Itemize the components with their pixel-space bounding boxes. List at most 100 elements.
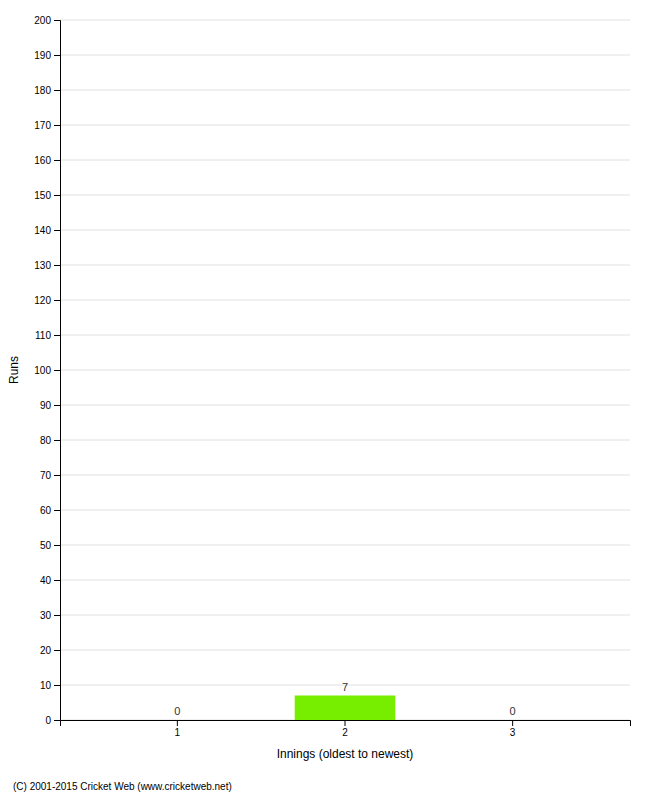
grid-line: [60, 510, 630, 511]
x-tick-label: 2: [342, 727, 348, 738]
grid-line: [60, 580, 630, 581]
grid-line: [60, 650, 630, 651]
y-tick-label: 150: [34, 190, 51, 201]
y-tick-mark: [54, 265, 60, 266]
grid-line: [60, 475, 630, 476]
y-tick-label: 130: [34, 260, 51, 271]
y-tick-label: 0: [45, 715, 51, 726]
y-tick-mark: [54, 650, 60, 651]
plot: 1230102030405060708090100110120130140150…: [7, 15, 631, 761]
y-tick-mark: [54, 545, 60, 546]
y-tick-mark: [54, 405, 60, 406]
y-tick-mark: [54, 160, 60, 161]
marks: [295, 696, 396, 721]
y-tick: 120: [34, 295, 60, 306]
y-tick: 80: [40, 435, 60, 446]
data-label: 0: [174, 705, 180, 717]
y-tick: 90: [40, 400, 60, 411]
y-tick: 200: [34, 15, 60, 26]
y-tick-label: 140: [34, 225, 51, 236]
x-tick-mark: [177, 720, 178, 726]
grid-line: [60, 615, 630, 616]
y-tick: 60: [40, 505, 60, 516]
y-tick-mark: [54, 440, 60, 441]
y-tick-mark: [54, 370, 60, 371]
x-axis-line: [61, 721, 631, 727]
y-tick-mark: [54, 475, 60, 476]
y-tick-label: 160: [34, 155, 51, 166]
grid-line: [60, 125, 630, 126]
x-tick: 2: [342, 720, 348, 738]
y-tick-label: 30: [40, 610, 52, 621]
y-tick-mark: [54, 230, 60, 231]
y-tick-mark: [54, 125, 60, 126]
y-tick: 40: [40, 575, 60, 586]
grid-line: [60, 405, 630, 406]
x-tick-mark: [345, 720, 346, 726]
y-tick-label: 80: [40, 435, 52, 446]
bar: [295, 696, 396, 721]
y-tick: 110: [35, 330, 60, 341]
x-tick-mark: [512, 720, 513, 726]
y-tick-label: 10: [40, 680, 52, 691]
grid-line: [60, 55, 630, 56]
y-tick: 0: [45, 715, 60, 726]
y-tick-label: 50: [40, 540, 52, 551]
bar: [462, 720, 563, 721]
x-axis-title: Innings (oldest to newest): [277, 747, 414, 761]
grid-line: [60, 545, 630, 546]
grid-line: [60, 20, 630, 21]
grid: [60, 20, 630, 720]
y-axis: 0 10 20 30 40 50 60 70 80 90 100 110 120 130 140 150 160…: [34, 15, 60, 726]
grid-line: [60, 195, 630, 196]
data-labels: 070: [174, 681, 515, 718]
y-tick-label: 110: [35, 330, 51, 341]
y-tick: 50: [40, 540, 60, 551]
y-tick: 170: [34, 120, 60, 131]
y-tick-mark: [54, 580, 60, 581]
y-tick: 20: [40, 645, 60, 656]
x-axis: 1 2 3: [61, 720, 631, 738]
y-tick-label: 180: [34, 85, 51, 96]
y-tick-label: 60: [40, 505, 52, 516]
y-tick-mark: [54, 300, 60, 301]
y-tick-mark: [54, 720, 60, 721]
y-tick-label: 170: [34, 120, 51, 131]
y-tick: 100: [34, 365, 60, 376]
x-tick: 3: [510, 720, 516, 738]
y-tick-mark: [54, 20, 60, 21]
x-tick-label: 3: [510, 727, 516, 738]
grid-line: [60, 300, 630, 301]
grid-line: [60, 160, 630, 161]
chart: 1230102030405060708090100110120130140150…: [0, 0, 650, 800]
y-tick-mark: [54, 685, 60, 686]
y-tick-label: 190: [34, 50, 51, 61]
y-tick: 160: [34, 155, 60, 166]
y-tick-label: 120: [34, 295, 51, 306]
y-tick: 190: [34, 50, 60, 61]
grid-line: [60, 440, 630, 441]
y-tick-label: 90: [40, 400, 52, 411]
y-tick-mark: [54, 615, 60, 616]
data-label: 7: [342, 681, 348, 693]
y-tick: 70: [40, 470, 60, 481]
grid-line: [60, 370, 630, 371]
y-tick: 180: [34, 85, 60, 96]
bar: [127, 720, 228, 721]
y-tick-mark: [54, 335, 60, 336]
grid-line: [60, 90, 630, 91]
x-tick-label: 1: [175, 727, 181, 738]
y-tick-mark: [54, 55, 60, 56]
y-axis-line: [54, 21, 61, 721]
y-tick: 10: [40, 680, 60, 691]
y-tick-label: 70: [40, 470, 52, 481]
grid-line: [60, 265, 630, 266]
y-tick-label: 20: [40, 645, 52, 656]
y-tick-mark: [54, 90, 60, 91]
y-tick: 30: [40, 610, 60, 621]
grid-line: [60, 335, 630, 336]
y-tick-mark: [54, 510, 60, 511]
footer: (C) 2001-2015 Cricket Web (www.cricketwe…: [13, 781, 232, 792]
y-axis-title: Runs: [7, 356, 21, 384]
y-tick: 150: [34, 190, 60, 201]
